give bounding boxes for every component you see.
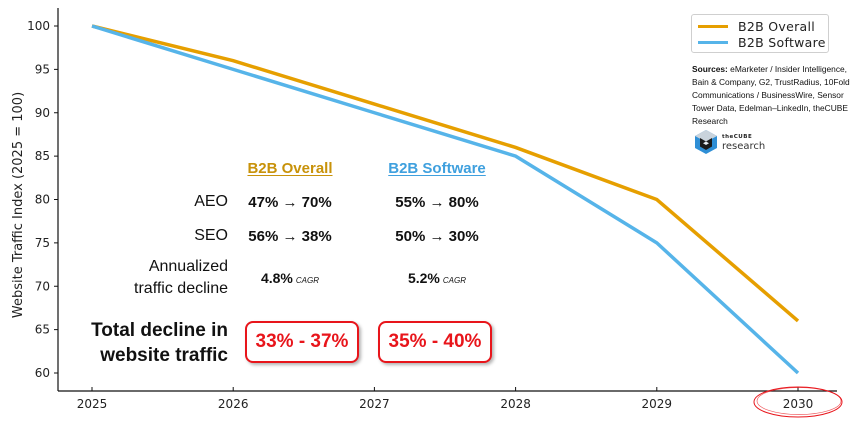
row-label-annualized-decline: Annualized traffic decline	[80, 256, 228, 300]
x-tick-label: 2025	[77, 397, 108, 411]
cube-logo-icon	[695, 130, 717, 154]
cagr-suffix: CAGR	[295, 276, 320, 285]
x-tick-label: 2029	[642, 397, 673, 411]
cagr-value: 5.2%	[407, 270, 440, 286]
y-tick-label: 100	[27, 19, 50, 33]
series-lines	[91, 24, 800, 375]
y-axis-ticks: 60 65 70 75 80 85 90 95 100	[27, 19, 58, 380]
y-tick-label: 75	[35, 236, 50, 250]
row-label-aeo: AEO	[194, 193, 228, 210]
total-decline-label: Total decline in website traffic	[82, 318, 228, 368]
row-label-seo: SEO	[194, 227, 228, 244]
column-header-b2b-overall: B2B Overall	[247, 160, 333, 177]
cell-cagr-software: 5.2% CAGR	[378, 270, 496, 286]
y-tick-label: 65	[35, 323, 50, 337]
column-header-b2b-software: B2B Software	[388, 160, 486, 177]
total-label-line1: Total decline in	[91, 320, 228, 341]
total-decline-software-badge: 35% - 40%	[378, 321, 492, 363]
x-tick-label: 2028	[500, 397, 531, 411]
x-tick-label: 2026	[218, 397, 249, 411]
sources-heading: Sources:	[692, 64, 728, 74]
row-label-line1: Annualized	[148, 258, 228, 275]
cell-aeo-overall: 47% → 70%	[248, 194, 332, 211]
legend-swatch-overall	[698, 24, 728, 28]
highlight-ellipse-2030	[753, 386, 843, 418]
total-label-line2: website traffic	[100, 345, 228, 366]
y-tick-label: 85	[35, 149, 50, 163]
legend-swatch-software	[698, 40, 728, 44]
cell-seo-overall: 56% → 38%	[248, 228, 332, 245]
legend-item-b2b-overall: B2B Overall	[698, 18, 815, 34]
legend-label: B2B Overall	[738, 18, 816, 34]
x-tick-label: 2027	[359, 397, 390, 411]
cagr-suffix: CAGR	[442, 276, 467, 285]
cell-aeo-software: 55% → 80%	[395, 194, 479, 211]
legend-label: B2B Software	[738, 34, 826, 50]
y-tick-label: 95	[35, 62, 50, 76]
series-line-b2b-overall	[91, 24, 800, 323]
legend: B2B Overall B2B Software	[691, 14, 829, 53]
cell-seo-software: 50% → 30%	[395, 228, 479, 245]
total-decline-overall-badge: 33% - 37%	[245, 321, 359, 363]
y-tick-label: 70	[35, 279, 50, 293]
row-label-line2: traffic decline	[134, 280, 228, 297]
y-tick-label: 90	[35, 106, 50, 120]
y-axis-label: Website Traffic Index (2025 = 100)	[11, 92, 26, 318]
logo-big-text: research	[722, 141, 766, 152]
cagr-value: 4.8%	[260, 270, 293, 286]
legend-item-b2b-software: B2B Software	[698, 34, 826, 50]
logo-small-text: theCUBE	[722, 134, 753, 140]
series-line-b2b-software	[91, 24, 800, 375]
y-tick-label: 80	[35, 193, 50, 207]
sources-note: Sources: eMarketer / Insider Intelligenc…	[692, 63, 862, 128]
sources-text: eMarketer / Insider Intelligence, Bain &…	[692, 64, 850, 126]
y-tick-label: 60	[35, 366, 50, 380]
x-tick-label: 2030	[783, 397, 814, 411]
x-axis-ticks: 2025 2026 2027 2028 2029 2030	[77, 387, 814, 411]
highlight-ellipse-2030-inner	[756, 387, 842, 415]
cell-cagr-overall: 4.8% CAGR	[232, 270, 348, 286]
thecube-research-logo: theCUBE research	[694, 129, 765, 155]
